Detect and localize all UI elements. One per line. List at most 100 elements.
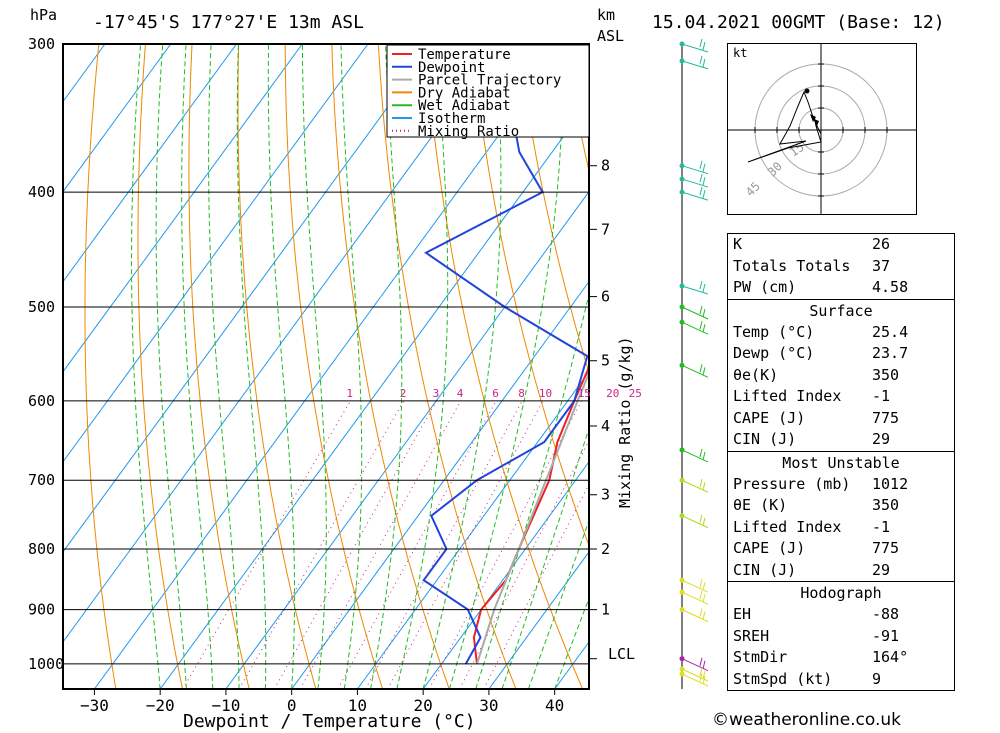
wind-barb [681,514,709,529]
isotherm-line [422,460,589,689]
x-tick-label: 0 [287,696,297,715]
mu-cape-value: 775 [872,539,900,557]
dry-adiabat-line [984,44,1000,689]
hodograph-ticks [754,63,888,197]
surface-li-row: Lifted Index -1 [728,386,954,408]
mixing-ratio-label: 10 [539,387,552,400]
surface-cin-row: CIN (J) 29 [728,429,954,451]
wet-adiabat-line [475,292,589,689]
mu-cape-label: CAPE (J) [733,539,806,557]
indices-panel: K 26 Totals Totals 37 PW (cm) 4.58 Surface … [727,233,955,691]
wet-adiabat-line [181,44,214,689]
isotherm-line [357,370,589,689]
surface-cape-row: CAPE (J) 775 [728,408,954,430]
mixing-ratio-label: 6 [492,387,499,400]
wind-barb [681,173,709,188]
x-tick-label: −10 [211,696,240,715]
pw-label: PW (cm) [733,278,797,296]
mixing-ratio-label: 8 [518,387,525,400]
storm-motion-marker [810,114,819,126]
surface-cin-label: CIN (J) [733,430,797,448]
location-title: -17°45'S 177°27'E 13m ASL [93,12,364,33]
legend-label: Dewpoint [418,60,485,76]
wet-adiabat-line [236,44,267,689]
surface-theta-label: θe(K) [733,365,779,384]
isotherm-line [63,44,106,103]
eh-row: EH -88 [728,604,954,626]
wind-barb [681,186,709,201]
isotherm-line [0,44,39,689]
wind-barb [681,448,709,463]
mixing-ratio-label: 4 [457,387,464,400]
isotherm-line [63,44,435,553]
mu-li-value: -1 [872,517,891,536]
isotherm-line [291,280,589,689]
mixing-ratio-label: 25 [629,387,642,400]
wet-adiabat-line [208,44,240,689]
hodograph-top-marker [804,88,810,94]
x-axis-label: Dewpoint / Temperature (°C) [183,711,476,732]
mu-theta-label: θE (K) [733,496,788,514]
hodograph: kt 15 30 45 [727,43,917,215]
dry-adiabat-line [471,44,589,547]
sreh-label: SREH [733,626,770,645]
stmdir-row: StmDir 164° [728,647,954,669]
wind-barb [681,672,709,687]
legend-label: Temperature [418,47,511,63]
hodograph-ring-label-15: 15 [787,140,807,160]
legend-label: Wet Adiabat [418,98,511,114]
isotherm-line [159,100,589,689]
dry-adiabat-line [331,44,450,689]
hodograph-unit: kt [733,46,747,60]
dry-adiabat-line [377,44,517,689]
surface-temp-row: Temp (°C) 25.4 [728,322,954,344]
pressure-label: 600 [28,392,55,410]
datetime-title: 15.04.2021 00GMT (Base: 12) [652,12,945,33]
mu-li-label: Lifted Index [733,517,842,536]
dry-adiabat-line [137,44,184,689]
wet-adiabat-line [131,44,161,689]
mixing-ratio-label: 2 [400,387,407,400]
mu-cin-row: CIN (J) 29 [728,560,954,582]
legend-label: Isotherm [418,111,485,127]
hodograph-ring-label-30: 30 [765,159,785,179]
stmspd-value: 9 [872,669,882,688]
isotherm-line [63,44,500,643]
pw-row: PW (cm) 4.58 [728,277,954,299]
surface-cape-label: CAPE (J) [733,408,806,427]
x-tick-label: 30 [479,696,498,715]
isotherm-line [63,44,172,193]
mu-pressure-row: Pressure (mb) 1012 [728,474,954,496]
mixing-ratio-line [337,400,497,689]
surface-section: Surface Temp (°C) 25.4 Dewp (°C) 23.7 θe(K… [728,298,954,451]
mixing-ratio-label: 3 [433,387,440,400]
wind-barb [681,305,709,320]
mixing-ratio-label: 15 [578,387,591,400]
hodograph-section: Hodograph EH -88 SREH -91 StmDir 164° StmSp… [728,581,954,690]
isotherm-line [94,44,566,689]
hodograph-title: Hodograph [800,584,882,602]
surface-theta-value: 350 [872,365,900,384]
surface-dewp-row: Dewp (°C) 23.7 [728,343,954,365]
mu-cape-row: CAPE (J) 775 [728,538,954,560]
surface-cape-value: 775 [872,408,900,427]
plot-frame [62,43,590,690]
wind-barb [681,479,709,493]
wind-barb [681,38,709,53]
km-tick-label: 4 [601,417,610,435]
totals-totals-row: Totals Totals 37 [728,256,954,278]
footer-credit[interactable]: ©weatheronline.co.uk [712,710,902,730]
mu-li-row: Lifted Index -1 [728,517,954,539]
km-label: km [597,6,615,24]
most-unstable-section: Most Unstable Pressure (mb) 1012 θE (K) 35… [728,450,954,582]
hodograph-plot: kt 15 30 45 [728,44,916,214]
surface-temp-label: Temp (°C) [733,322,815,341]
x-tick-label: 40 [545,696,564,715]
series-temperature [472,364,589,665]
isotherm-line [225,190,589,689]
stmdir-value: 164° [872,648,909,666]
stmspd-row: StmSpd (kt) 9 [728,669,954,691]
surface-li-value: -1 [872,387,891,405]
dry-adiabat-line [237,44,317,689]
x-tick-label: −20 [146,696,175,715]
